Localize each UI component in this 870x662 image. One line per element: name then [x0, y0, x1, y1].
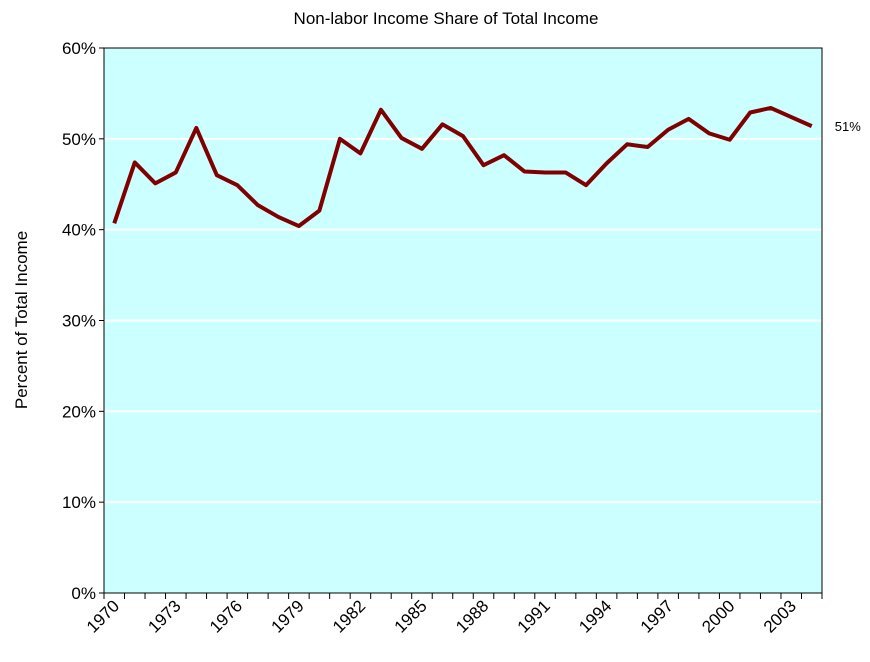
y-tick-label: 30% [62, 312, 96, 331]
x-tick-label: 1997 [637, 596, 677, 636]
y-tick-label: 50% [62, 130, 96, 149]
x-tick-label: 1994 [575, 596, 615, 636]
x-tick-label: 1976 [206, 596, 246, 636]
x-tick-label: 2003 [760, 596, 800, 636]
x-tick-label: 1991 [514, 596, 554, 636]
y-tick-label: 20% [62, 402, 96, 421]
y-axis-label: Percent of Total Income [12, 231, 31, 409]
x-tick-label: 1982 [329, 596, 369, 636]
x-tick-label: 1973 [144, 596, 184, 636]
x-tick-label: 2000 [698, 596, 738, 636]
y-tick-label: 60% [62, 39, 96, 58]
line-series [112, 105, 813, 229]
chart-title: Non-labor Income Share of Total Income [294, 9, 599, 28]
value-label: 51% [835, 119, 861, 134]
y-tick-label: 10% [62, 493, 96, 512]
y-tick-label: 40% [62, 221, 96, 240]
plot-border [103, 47, 823, 594]
y-tick-label: 0% [71, 584, 96, 603]
x-tick-label: 1985 [391, 596, 431, 636]
x-tick-label: 1988 [452, 596, 492, 636]
x-tick-label: 1979 [268, 596, 308, 636]
